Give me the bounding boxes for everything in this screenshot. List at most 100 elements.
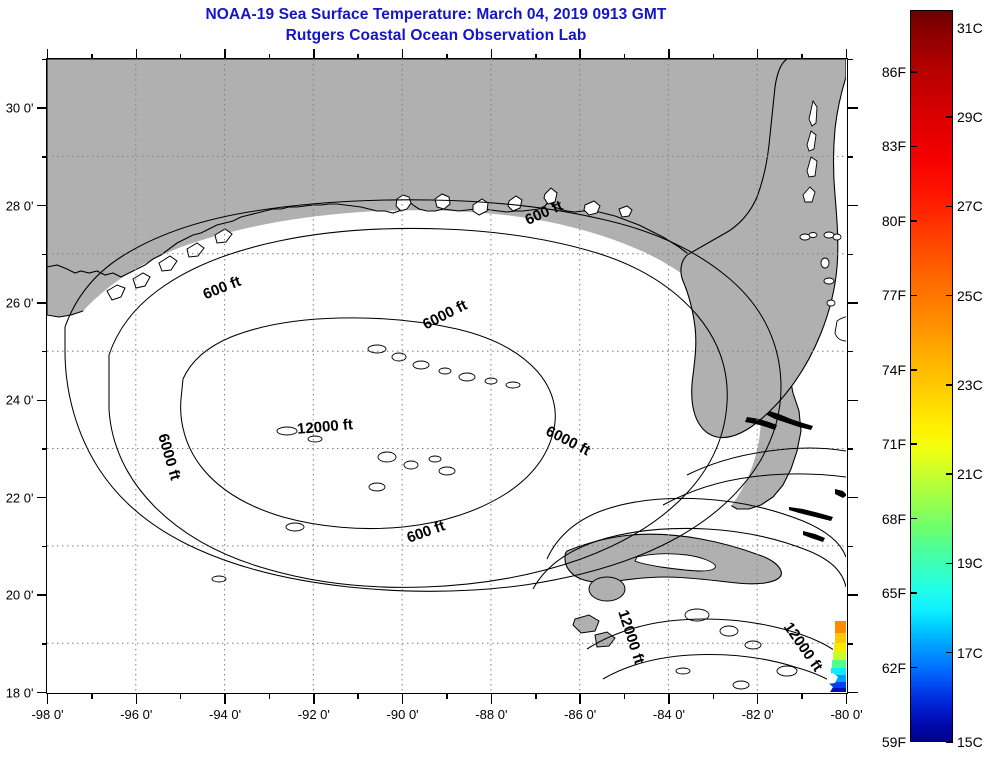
ytick-left-27 — [41, 253, 48, 256]
ytick-right-21 — [846, 545, 853, 548]
xtick-top--91 — [357, 53, 359, 60]
xtick-top--97 — [91, 53, 93, 60]
xaxis-label-3: -92 0' — [297, 706, 330, 722]
ytick-left-22 — [36, 496, 48, 499]
xtick-bottom--97 — [91, 692, 93, 699]
colorbar-label-celsius: 29C — [957, 109, 983, 126]
colorbar-label-fahrenheit: 59F — [881, 734, 906, 750]
xtick-bottom--83 — [712, 692, 715, 699]
ytick-left-21 — [41, 545, 48, 548]
colorbar-label-celsius: 21C — [957, 466, 983, 483]
colorbar-label-fahrenheit: 86F — [881, 64, 906, 81]
colorbar-tick-left — [910, 517, 917, 520]
colorbar-label-fahrenheit: 77F — [881, 287, 906, 304]
colorbar-label-fahrenheit: 68F — [881, 510, 906, 527]
colorbar-tick-left — [910, 294, 917, 297]
yaxis-label-4: 26 0' — [5, 295, 34, 311]
xaxis-label-2: -94 0' — [208, 706, 242, 722]
xtick-bottom--81 — [801, 692, 803, 699]
yaxis-label-6: 30 0' — [5, 100, 34, 116]
ytick-right-23 — [846, 448, 853, 450]
xtick-bottom--92 — [313, 692, 315, 704]
xtick-bottom--96 — [135, 692, 138, 704]
yaxis-label-0: 18 0' — [5, 685, 34, 700]
colorbar-tick-right — [946, 205, 953, 208]
colorbar-tick-right — [946, 562, 953, 565]
colorbar-label-celsius: 31C — [957, 19, 983, 36]
xaxis-label-1: -96 0' — [120, 706, 153, 722]
colorbar-tick-left — [910, 220, 917, 222]
ytick-left-25 — [41, 350, 48, 353]
colorbar-tick-left — [910, 369, 917, 371]
xtick-top--86 — [579, 48, 581, 60]
title-line-2: Rutgers Coastal Ocean Observation Lab — [285, 27, 587, 44]
xaxis-label-5: -88 0' — [475, 706, 508, 722]
xtick-bottom--98 — [46, 692, 49, 704]
xtick-top--94 — [224, 48, 226, 60]
xtick-bottom--87 — [535, 692, 537, 699]
xtick-top--87 — [535, 53, 537, 60]
xtick-bottom--84 — [668, 692, 670, 704]
ytick-right-27 — [846, 253, 853, 256]
colorbar-label-fahrenheit: 74F — [881, 361, 906, 378]
colorbar-gradient — [910, 10, 953, 742]
map-clip: 600 ft 600 ft 6000 ft 6000 ft 12000 ft 6000 f… — [47, 59, 847, 693]
xaxis-label-0: -98 0' — [31, 706, 64, 722]
chart-title-block: NOAA-19 Sea Surface Temperature: March 0… — [0, 4, 872, 46]
colorbar-label-celsius: 17C — [957, 644, 983, 661]
title-line-1: NOAA-19 Sea Surface Temperature: March 0… — [205, 6, 667, 23]
xtick-top--84 — [668, 48, 670, 60]
colorbar-label-celsius: 27C — [957, 198, 983, 215]
ytick-right-18 — [846, 691, 858, 694]
ytick-right-22 — [846, 496, 858, 499]
xaxis-label-8: -82 0' — [741, 706, 774, 722]
xtick-top--89 — [446, 53, 448, 60]
colorbar[interactable]: 31C 29C 27C 25C 23C 21C 19C 17C 15C 86F 83F 80F 77F 7… — [882, 10, 983, 750]
ytick-right-30 — [846, 107, 858, 109]
xtick-bottom--85 — [623, 692, 626, 699]
colorbar-tick-left — [910, 145, 917, 148]
colorbar-label-celsius: 23C — [957, 376, 983, 393]
colorbar-tick-left — [910, 592, 917, 594]
colorbar-label-fahrenheit: 80F — [881, 212, 906, 229]
ytick-right-20 — [846, 594, 858, 596]
xtick-bottom--89 — [446, 692, 448, 699]
xtick-top--96 — [135, 48, 138, 60]
ytick-right-28 — [846, 204, 858, 207]
colorbar-label-fahrenheit: 71F — [881, 436, 906, 453]
xtick-bottom--90 — [401, 692, 404, 704]
ytick-right-24 — [846, 399, 858, 402]
xtick-bottom--91 — [357, 692, 359, 699]
ytick-right-26 — [846, 302, 858, 304]
ytick-left-28 — [36, 204, 48, 207]
xtick-top--85 — [623, 53, 626, 60]
xtick-top--98 — [46, 48, 49, 60]
yaxis-label-3: 24 0' — [5, 392, 34, 408]
colorbar-tick-right — [946, 294, 953, 297]
colorbar-label-fahrenheit: 83F — [881, 138, 906, 155]
colorbar-tick-left — [910, 71, 917, 73]
xtick-top--95 — [179, 53, 182, 60]
sst-map-panel[interactable]: 600 ft 600 ft 6000 ft 6000 ft 12000 ft 6000 f… — [46, 58, 848, 694]
ytick-left-23 — [41, 448, 48, 450]
map-graphic — [47, 59, 846, 692]
yaxis-label-1: 20 0' — [5, 587, 34, 603]
colorbar-label-fahrenheit: 62F — [881, 659, 906, 676]
xtick-bottom--82 — [756, 692, 759, 704]
xaxis-label-4: -90 0' — [386, 706, 419, 722]
colorbar-label-celsius: 15C — [957, 734, 983, 750]
colorbar-tick-right — [946, 741, 953, 743]
xtick-bottom--86 — [579, 692, 581, 704]
xtick-bottom--94 — [224, 692, 226, 704]
ytick-left-31 — [41, 58, 48, 61]
ytick-right-31 — [846, 58, 853, 61]
ytick-left-26 — [36, 302, 48, 304]
ytick-left-20 — [36, 594, 48, 596]
colorbar-tick-right — [946, 116, 953, 118]
ytick-left-19 — [41, 643, 48, 645]
colorbar-label-celsius: 25C — [957, 287, 983, 304]
xtick-top--82 — [756, 48, 759, 60]
xtick-top--88 — [490, 48, 493, 60]
colorbar-tick-left — [910, 666, 917, 669]
ytick-left-30 — [36, 107, 48, 109]
